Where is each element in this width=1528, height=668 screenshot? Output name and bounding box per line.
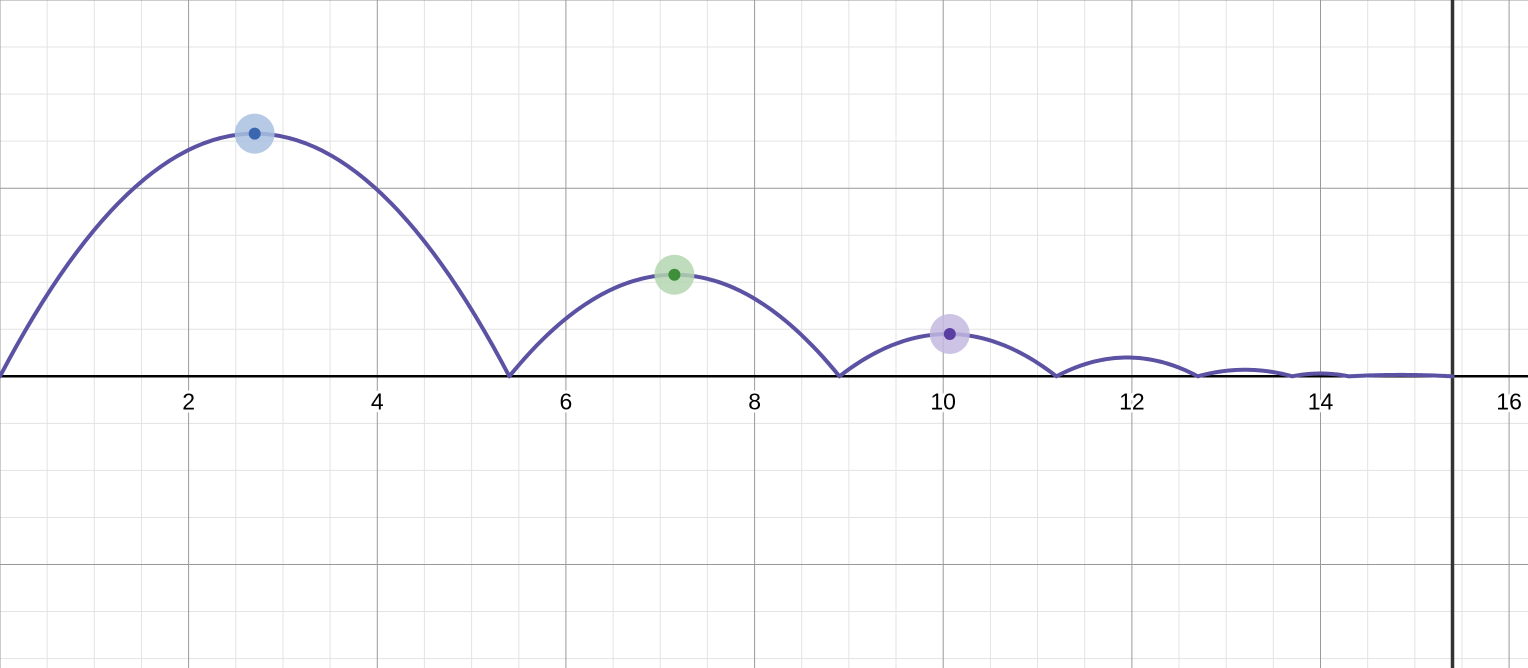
x-axis-tick-labels: 2 4 6 8 10 12 14 16 — [179, 385, 1525, 417]
x-tick-label: 4 — [371, 388, 384, 414]
point-marker[interactable] — [943, 328, 956, 340]
highlighted-points — [234, 113, 970, 354]
x-tick-label: 2 — [182, 388, 195, 414]
x-tick-label: 10 — [930, 388, 956, 414]
point-marker[interactable] — [668, 268, 681, 281]
x-tick-label: 8 — [748, 388, 761, 414]
point-marker[interactable] — [248, 127, 261, 140]
bouncing-curve — [0, 131, 1455, 379]
x-tick-label: 12 — [1119, 388, 1145, 414]
x-tick-label: 16 — [1496, 388, 1522, 414]
x-tick-label: 6 — [560, 388, 573, 414]
curve-series[interactable] — [0, 131, 1455, 379]
x-tick-label: 14 — [1308, 388, 1334, 414]
